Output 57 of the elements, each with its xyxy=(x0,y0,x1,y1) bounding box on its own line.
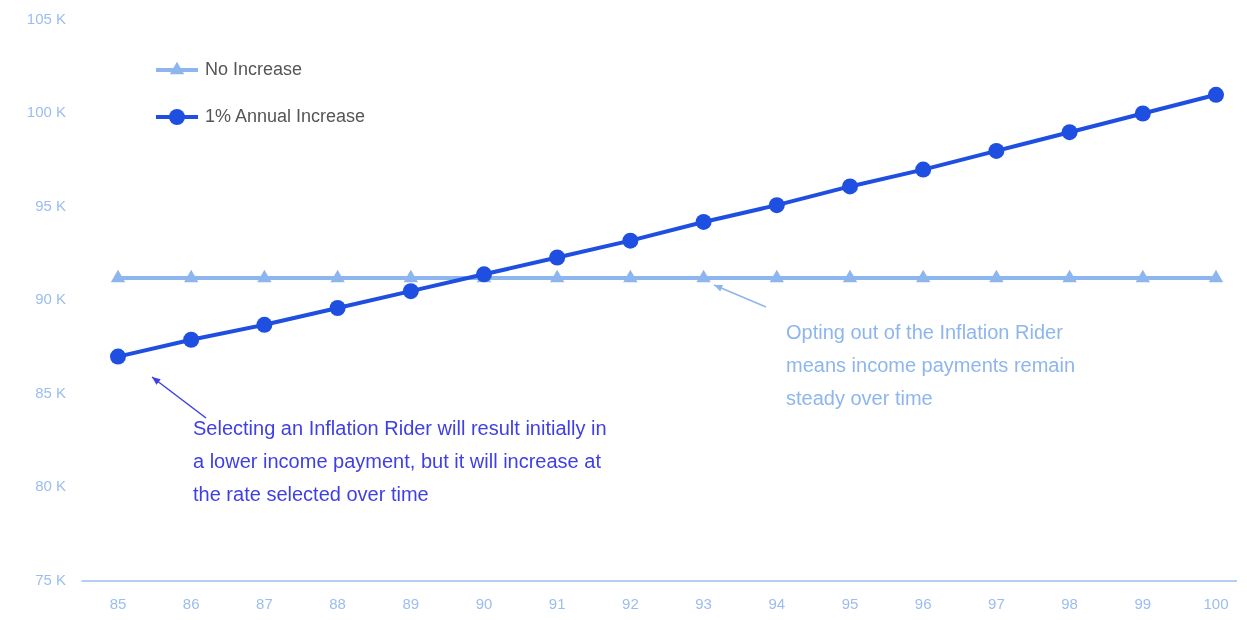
point xyxy=(1061,124,1078,141)
point xyxy=(696,269,711,283)
point xyxy=(1135,269,1151,283)
point xyxy=(623,269,638,283)
point xyxy=(915,161,932,178)
annotation: Opting out of the Inflation Rider means income payments remain steady over time xyxy=(786,321,1076,409)
point xyxy=(622,232,639,249)
x-tick-label: 100 xyxy=(1203,595,1229,612)
legend-label: No Increase xyxy=(205,58,303,79)
point xyxy=(1062,269,1077,283)
x-tick-label: 94 xyxy=(768,595,786,612)
x-tick-label: 90 xyxy=(475,595,493,612)
point xyxy=(1134,105,1151,122)
annotation: Selecting an Inflation Rider will result initially in a lower income payment, but it will increase at the rate selected over time xyxy=(193,417,607,505)
point xyxy=(842,269,858,283)
point xyxy=(989,269,1004,283)
point xyxy=(1208,86,1224,103)
point xyxy=(988,142,1005,159)
point xyxy=(549,269,565,283)
x-tick-label: 96 xyxy=(914,595,932,612)
y-tick-label: 95 K xyxy=(35,196,66,214)
point xyxy=(330,269,345,283)
point xyxy=(257,269,272,283)
x-tick-label: 89 xyxy=(402,595,420,612)
y-tick-label: 100 K xyxy=(26,103,66,121)
y-tick-label: 105 K xyxy=(26,9,66,27)
point xyxy=(403,269,419,283)
x-tick-label: 87 xyxy=(256,595,273,612)
point xyxy=(402,283,419,300)
x-tick-label: 99 xyxy=(1134,595,1152,612)
x-tick-label: 97 xyxy=(988,595,1005,612)
point xyxy=(183,331,200,348)
point xyxy=(1208,269,1224,283)
point xyxy=(183,269,199,283)
point xyxy=(110,269,126,283)
point xyxy=(549,249,566,266)
x-tick-label: 88 xyxy=(329,595,346,612)
point xyxy=(768,197,785,214)
point xyxy=(256,316,273,333)
x-tick-label: 95 xyxy=(841,595,859,612)
x-tick-label: 85 xyxy=(109,595,127,612)
x-tick-label: 91 xyxy=(548,595,566,612)
point xyxy=(329,299,346,316)
point xyxy=(769,269,785,283)
x-tick-label: 86 xyxy=(182,595,200,612)
y-tick-label: 80 K xyxy=(35,477,66,495)
point xyxy=(110,348,126,365)
y-tick-label: 85 K xyxy=(35,383,66,401)
x-tick-label: 92 xyxy=(622,595,639,612)
point xyxy=(695,213,712,230)
legend-label: 1% Annual Increase xyxy=(205,105,366,126)
point xyxy=(842,178,858,195)
point xyxy=(915,269,931,283)
x-tick-label: 98 xyxy=(1061,595,1078,612)
y-tick-label: 90 K xyxy=(35,290,66,308)
x-tick-label: 93 xyxy=(695,595,712,612)
y-tick-label: 75 K xyxy=(35,570,66,588)
